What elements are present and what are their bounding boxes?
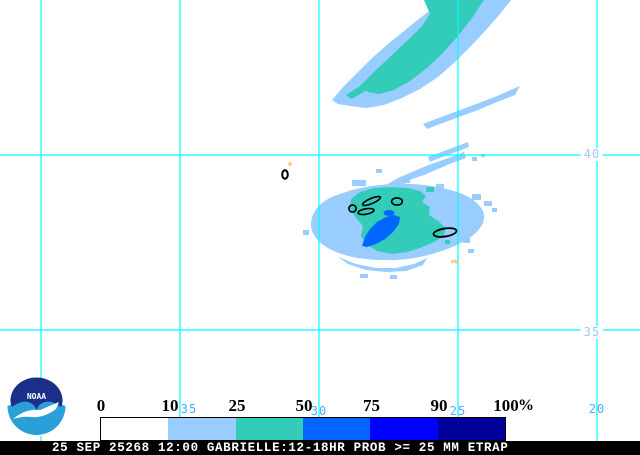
longitude-label-20: 20 (588, 402, 606, 416)
colorbar-tick-50: 50 (295, 396, 313, 415)
probability-colorbar (100, 417, 506, 441)
colorbar-tick-10: 10 (161, 396, 179, 415)
seagull-icon (13, 402, 59, 419)
island-terceira (390, 197, 404, 206)
precip-streak-upper (428, 142, 469, 162)
precip-storm-core-blue-spot (383, 210, 395, 216)
colorbar-segment-75-90 (370, 418, 438, 440)
noaa-logo-text: NOAA (27, 392, 46, 401)
longitude-label-30: 30 (310, 404, 328, 418)
colorbar-unit-label: % (518, 397, 534, 414)
island-orange-marks (288, 162, 458, 264)
noaa-logo-sky (10, 377, 63, 411)
latitude-label-40: 40 (580, 148, 604, 161)
colorbar-tick-100: 100 (493, 396, 519, 415)
longitude-label-35: 35 (180, 402, 198, 416)
colorbar-segment-10-25 (168, 418, 236, 440)
grid-lines (0, 0, 640, 441)
island-faial (348, 204, 357, 213)
longitude-label-25: 25 (449, 404, 467, 418)
noaa-logo: NOAA (7, 377, 66, 437)
precip-storm-core-blue (362, 215, 400, 247)
map-canvas: NOAA (0, 0, 640, 441)
colorbar-tick-90: 90 (430, 396, 448, 415)
colorbar-segment-25-50 (235, 418, 303, 440)
precip-band-northeast-core (360, 0, 484, 94)
island-pico (357, 207, 375, 216)
status-bar: 25 SEP 25268 12:00 GABRIELLE:12-18HR PRO… (0, 441, 640, 455)
latitude-label-35: 35 (580, 326, 604, 339)
colorbar-segment-90-100 (437, 418, 505, 440)
island-outlines (281, 169, 458, 238)
precip-band-northeast-core2 (346, 66, 391, 99)
island-corvo-mark (288, 162, 292, 166)
colorbar-tick-75: 75 (363, 396, 380, 415)
colorbar-tick-0: 0 (96, 396, 106, 415)
colorbar-tick-25: 25 (228, 396, 246, 415)
island-sao-jorge (361, 195, 382, 207)
colorbar-segment-50-75 (302, 418, 371, 440)
island-sao-miguel (432, 227, 458, 238)
island-santa-maria-mark (451, 259, 458, 264)
status-bar-text: 25 SEP 25268 12:00 GABRIELLE:12-18HR PRO… (52, 441, 509, 455)
precip-storm-fringe (338, 257, 427, 272)
precip-heavy-layer (362, 210, 400, 247)
island-outline-flores (281, 169, 289, 180)
precip-streak-thin (423, 86, 520, 129)
colorbar-segment-0-10 (101, 418, 169, 440)
